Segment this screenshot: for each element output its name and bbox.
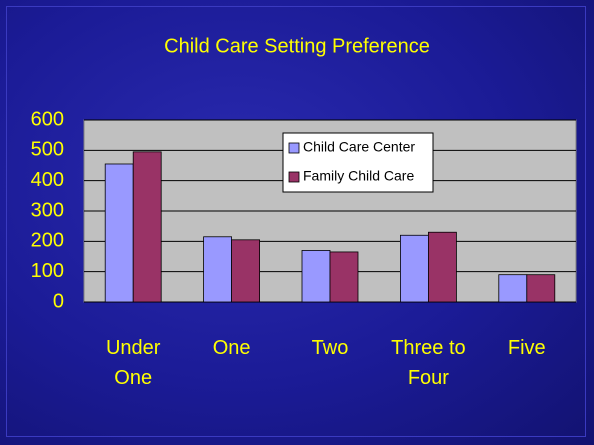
- y-tick-label: 400: [31, 169, 64, 191]
- legend-swatch: [288, 171, 300, 183]
- y-tick-label: 600: [31, 108, 64, 130]
- y-tick-label: 100: [31, 260, 64, 282]
- bar: [301, 250, 331, 303]
- x-tick-label: Two: [311, 337, 349, 359]
- bar: [526, 274, 556, 303]
- x-tick-label: Under One: [105, 337, 161, 389]
- x-tick-label: Five: [507, 337, 546, 359]
- bar: [203, 236, 233, 303]
- legend-swatch: [288, 142, 300, 154]
- y-tick-label: 300: [31, 199, 64, 221]
- bar: [132, 151, 162, 303]
- bar: [427, 231, 457, 303]
- bar: [104, 163, 134, 303]
- legend: [282, 132, 434, 193]
- chart-title: Child Care Setting Preference: [164, 35, 430, 57]
- x-tick-label: One: [212, 337, 251, 359]
- legend-label: Family Child Care: [303, 168, 414, 184]
- bar: [498, 274, 528, 303]
- y-tick-label: 0: [53, 290, 64, 312]
- y-tick-label: 500: [31, 139, 64, 161]
- bar: [329, 251, 359, 303]
- x-tick-label: Three to Four: [391, 337, 466, 389]
- y-tick-label: 200: [31, 230, 64, 252]
- legend-label: Child Care Center: [303, 139, 415, 155]
- bar: [399, 234, 429, 303]
- slide-frame: [6, 6, 586, 437]
- bar: [231, 239, 261, 303]
